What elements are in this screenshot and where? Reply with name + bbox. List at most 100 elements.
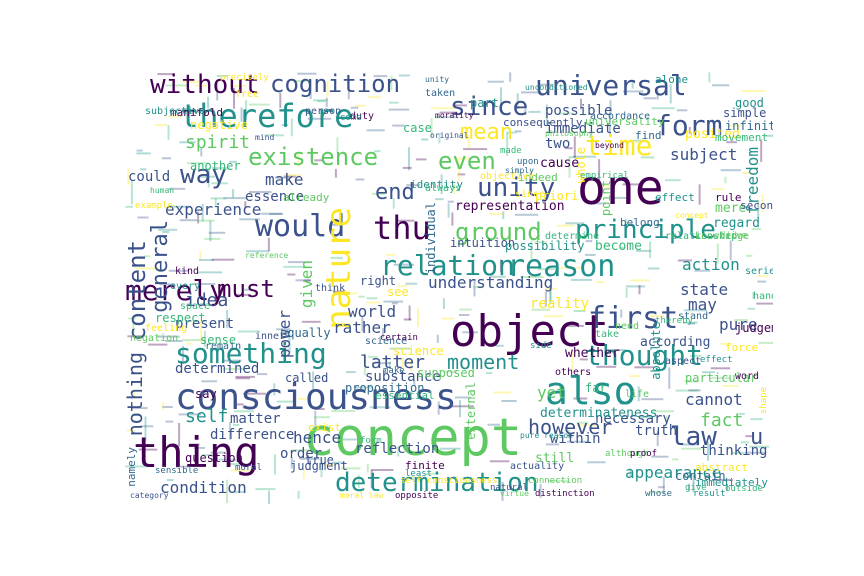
cloud-word: made	[500, 146, 522, 156]
micro-word-mark	[625, 288, 628, 298]
cloud-word: space	[180, 301, 211, 312]
cloud-word: pure	[719, 315, 758, 334]
micro-word-mark	[408, 305, 411, 321]
micro-word-mark	[196, 219, 215, 222]
micro-word-mark	[436, 334, 439, 343]
micro-word-mark	[556, 224, 574, 227]
cloud-word: science	[365, 336, 408, 347]
cloud-word: spirit	[185, 132, 251, 153]
cloud-word: individual	[424, 202, 438, 275]
cloud-word: reality	[530, 296, 590, 312]
cloud-word: objective	[480, 171, 535, 182]
micro-word-mark	[136, 149, 143, 152]
cloud-word: judgement	[735, 321, 773, 335]
micro-word-mark	[487, 80, 504, 83]
micro-word-mark	[389, 101, 399, 104]
cloud-word: within	[550, 431, 601, 447]
cloud-word: respect	[155, 311, 206, 325]
micro-word-mark	[125, 205, 133, 208]
cloud-word: action	[682, 255, 740, 274]
micro-word-mark	[199, 250, 202, 260]
cloud-word: thinking	[700, 443, 768, 459]
cloud-word: say	[195, 387, 217, 401]
micro-word-mark	[232, 189, 235, 198]
cloud-word: free	[235, 89, 260, 100]
cloud-word: although	[605, 449, 649, 459]
cloud-word: may	[688, 295, 717, 314]
micro-word-mark	[509, 72, 512, 82]
cloud-word: beyond	[595, 141, 624, 150]
cloud-word: present	[175, 316, 235, 332]
cloud-word: rule	[715, 191, 742, 204]
cloud-word: manifold	[170, 106, 223, 119]
cloud-word: accordance	[590, 111, 651, 122]
cloud-word: kind	[175, 266, 200, 277]
micro-word-mark	[672, 458, 679, 461]
cloud-word: priori	[535, 189, 579, 203]
cloud-word: rather	[333, 318, 391, 337]
cloud-word: part	[470, 96, 499, 110]
cloud-word: time	[585, 129, 653, 162]
cloud-word: however	[528, 415, 613, 439]
micro-word-mark	[154, 124, 167, 126]
cloud-word: others	[555, 367, 592, 378]
cloud-word: outside	[725, 484, 763, 494]
cloud-word: determinateness	[540, 406, 658, 421]
cloud-word: question	[185, 451, 243, 465]
cloud-word: unity	[477, 173, 556, 203]
cloud-word: indeed	[518, 171, 558, 184]
micro-word-mark	[750, 418, 763, 421]
cloud-word: precisely	[220, 73, 269, 83]
cloud-word: since	[515, 189, 546, 200]
cloud-word: least	[405, 469, 433, 479]
micro-word-mark	[514, 130, 522, 133]
cloud-word: experience	[165, 200, 262, 219]
cloud-word: moral	[235, 463, 263, 473]
cloud-word: particular	[685, 371, 758, 385]
cloud-word: according	[640, 335, 711, 350]
cloud-word: find	[635, 129, 662, 142]
cloud-word: mere	[715, 201, 747, 216]
micro-word-mark	[722, 384, 739, 387]
micro-word-mark	[211, 258, 235, 261]
micro-word-mark	[358, 295, 365, 298]
cloud-word: consequently	[503, 116, 583, 129]
cloud-word: world	[348, 302, 397, 321]
micro-word-mark	[447, 200, 454, 203]
cloud-word: result	[693, 489, 726, 499]
cloud-word: existence	[248, 143, 379, 171]
micro-word-mark	[415, 158, 427, 161]
cloud-word: identity	[410, 178, 463, 191]
micro-word-mark	[724, 176, 727, 184]
micro-word-mark	[435, 198, 444, 201]
cloud-word: given	[297, 260, 316, 309]
micro-word-mark	[161, 157, 171, 160]
cloud-word: understanding	[428, 273, 554, 292]
cloud-word: could	[128, 169, 171, 185]
cloud-word: connection	[528, 476, 583, 486]
cloud-word: something	[175, 337, 327, 370]
cloud-word: necessary	[595, 411, 671, 427]
cloud-word: way	[180, 160, 227, 190]
micro-word-mark	[630, 279, 650, 282]
cloud-word: human	[150, 186, 175, 195]
micro-word-mark	[199, 259, 214, 261]
cloud-word: make	[383, 366, 405, 376]
micro-word-mark	[756, 302, 773, 305]
cloud-word: also	[545, 369, 637, 413]
cloud-word: original	[430, 131, 469, 140]
cloud-word: cannot	[685, 390, 743, 409]
cloud-word: person	[305, 106, 342, 117]
micro-word-mark	[402, 166, 412, 169]
cloud-word: substance	[365, 369, 441, 385]
cloud-word: subjective	[145, 106, 206, 117]
cloud-word: first	[588, 301, 679, 336]
micro-word-mark	[137, 216, 149, 219]
cloud-word: aspect	[665, 356, 702, 367]
cloud-word: good	[735, 96, 764, 110]
cloud-word: abstract	[695, 461, 748, 474]
micro-word-mark	[165, 420, 174, 423]
cloud-word: think	[315, 283, 346, 294]
cloud-word: determined	[175, 361, 260, 377]
micro-word-mark	[301, 320, 321, 323]
